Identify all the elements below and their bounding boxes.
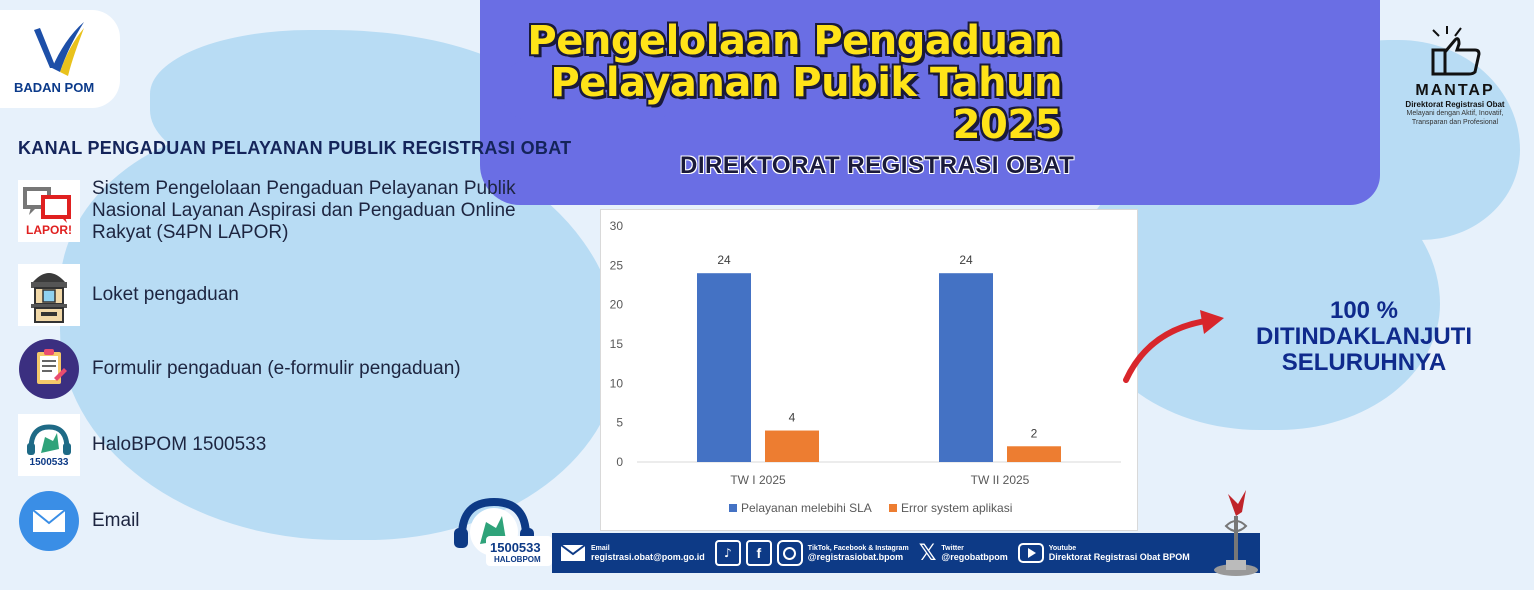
title-line-2: Pelayanan Pubik Tahun	[550, 60, 1062, 106]
facebook-icon: f	[745, 540, 772, 566]
y-tick-label: 15	[610, 337, 624, 351]
mantap-logo: MANTAP Direktorat Registrasi Obat Melaya…	[1400, 24, 1510, 127]
halobpom-badge: 1500533 HALOBPOM	[450, 496, 560, 576]
x-twitter-icon: 𝕏	[918, 540, 937, 566]
y-tick-label: 5	[616, 416, 623, 430]
channel-lapor-label-line-2: Nasional Layanan Aspirasi dan Pengaduan …	[92, 200, 516, 221]
complaint-chart: 0 5 10 15 20 25 30 24 4 TW I 2025 24 2 TW II 2025 Pel…	[600, 209, 1138, 531]
data-label: 2	[1031, 426, 1038, 440]
data-label: 4	[789, 411, 796, 425]
bar	[1007, 446, 1061, 462]
channel-lapor-label-line-3: Rakyat (S4PN LAPOR)	[92, 222, 289, 243]
title-banner-tail	[500, 60, 680, 120]
footer-email-icon	[560, 544, 586, 561]
email-icon	[18, 490, 80, 552]
footer-social-label: TikTok, Facebook & Instagram	[807, 544, 909, 552]
y-tick-label: 25	[610, 258, 624, 272]
footer-social[interactable]: ♪ f TikTok, Facebook & Instagram @regist…	[714, 540, 909, 566]
completion-callout: 100 % DITINDAKLANJUTI SELURUHNYA	[1228, 298, 1500, 376]
callout-line-2: DITINDAKLANJUTI	[1256, 323, 1472, 350]
halobpom-icon-text: 1500533	[29, 456, 69, 468]
bar	[765, 430, 819, 462]
complaint-chart-svg: 0 5 10 15 20 25 30 24 4 TW I 2025 24 2 TW II 2025 Pel…	[610, 219, 1121, 515]
legend-swatch	[729, 504, 737, 512]
red-arrow-icon	[1123, 310, 1224, 383]
callout-line-3: SELURUHNYA	[1281, 349, 1447, 376]
footer-twitter-value: @regobatbpom	[941, 551, 1008, 562]
channel-halobpom-label: HaloBPOM 1500533	[92, 434, 267, 455]
footer-youtube-label: Youtube	[1048, 544, 1077, 552]
thumbs-up-icon	[1431, 26, 1481, 76]
halobpom-badge-number: 1500533	[490, 540, 541, 555]
channel-lapor-label: Sistem Pengelolaan Pengaduan Pelayanan P…	[92, 178, 516, 244]
y-tick-label: 0	[616, 455, 623, 469]
title-line-1: Pengelolaan Pengaduan	[527, 18, 1062, 64]
footer-youtube-value: Direktorat Registrasi Obat BPOM	[1048, 551, 1190, 562]
footer-twitter[interactable]: 𝕏 Twitter @regobatbpom	[919, 541, 1008, 566]
title-line-3: 2025	[952, 102, 1063, 148]
page-title: Pengelolaan Pengaduan Pelayanan Pubik Ta…	[527, 20, 1062, 146]
channel-email: Email	[18, 490, 140, 552]
y-tick-label: 10	[610, 376, 624, 390]
youtube-icon	[1017, 543, 1044, 563]
y-tick-label: 30	[610, 219, 624, 233]
channel-loket-label: Loket pengaduan	[92, 284, 239, 305]
channel-lapor-label-line-1: Sistem Pengelolaan Pengaduan Pelayanan P…	[92, 178, 516, 199]
halobpom-badge-brand: HALOBPOM	[494, 555, 541, 564]
channel-formulir: Formulir pengaduan (e-formulir pengaduan…	[18, 338, 461, 400]
channel-email-label: Email	[92, 510, 140, 531]
badan-pom-logo-text: BADAN POM	[14, 80, 95, 95]
channels-title: KANAL PENGADUAN PELAYANAN PUBLIK REGISTR…	[18, 138, 572, 158]
y-tick-label: 20	[610, 298, 624, 312]
bar	[697, 273, 751, 462]
counter-icon	[18, 264, 80, 326]
footer-youtube[interactable]: Youtube Direktorat Registrasi Obat BPOM	[1017, 543, 1190, 563]
mantap-tagline-1: Melayani dengan Aktif, Inovatif,	[1406, 110, 1504, 117]
lapor-icon-text: LAPOR!	[26, 223, 72, 237]
page-subtitle: DIREKTORAT REGISTRASI OBAT	[680, 152, 1075, 179]
channel-loket: Loket pengaduan	[18, 264, 239, 326]
data-label: 24	[717, 253, 731, 267]
instagram-icon	[776, 540, 803, 566]
badan-pom-logo: BADAN POM	[0, 10, 120, 108]
mantap-word: MANTAP	[1415, 82, 1495, 99]
legend-label: Error system aplikasi	[901, 501, 1012, 515]
footer-email[interactable]: Email registrasi.obat@pom.go.id	[560, 544, 705, 562]
bar	[939, 273, 993, 462]
form-icon	[18, 338, 80, 400]
data-label: 24	[959, 253, 973, 267]
channel-halobpom: 1500533 HaloBPOM 1500533	[18, 414, 266, 476]
badan-pom-logo-mark	[34, 22, 84, 76]
footer-twitter-label: Twitter	[941, 544, 964, 552]
contact-footer: Email registrasi.obat@pom.go.id ♪ f TikT…	[552, 533, 1260, 573]
halobpom-icon: 1500533	[18, 414, 80, 476]
channel-formulir-label: Formulir pengaduan (e-formulir pengaduan…	[92, 358, 461, 379]
channel-lapor: LAPOR! Sistem Pengelolaan Pengaduan Pela…	[18, 178, 516, 244]
callout-percent: 100 %	[1329, 297, 1399, 324]
footer-social-value: @registrasiobat.bpom	[807, 551, 904, 562]
footer-email-label: Email	[591, 544, 610, 552]
x-tick-label: TW I 2025	[730, 473, 786, 487]
mantap-tagline-2: Transparan dan Profesional	[1411, 119, 1499, 126]
x-tick-label: TW II 2025	[971, 473, 1030, 487]
legend-label: Pelayanan melebihi SLA	[741, 501, 872, 515]
statue-illustration-icon	[1214, 490, 1258, 576]
lapor-icon: LAPOR!	[18, 180, 80, 242]
tiktok-icon: ♪	[714, 540, 741, 566]
legend-swatch	[889, 504, 897, 512]
footer-email-value: registrasi.obat@pom.go.id	[591, 551, 705, 562]
mantap-org: Direktorat Registrasi Obat	[1405, 100, 1505, 109]
